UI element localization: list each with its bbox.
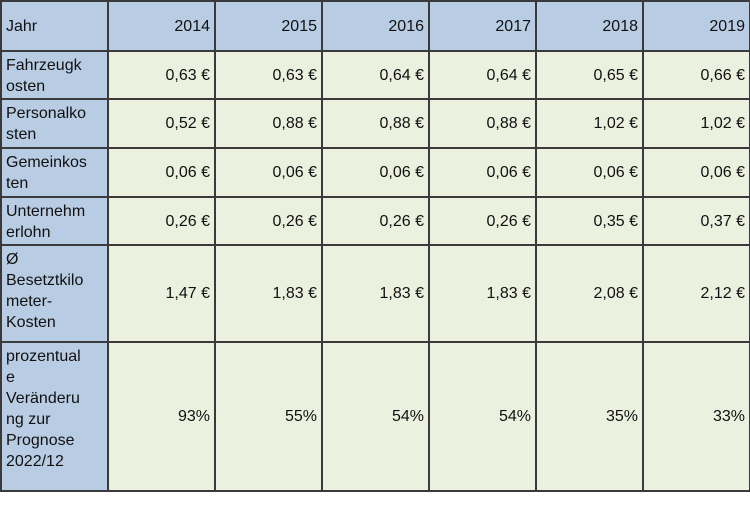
cell: 1,47 €	[107, 244, 216, 343]
cell: 54%	[321, 341, 430, 492]
row-label: prozentual e Veränderu ng zur Prognose 2…	[0, 341, 109, 492]
cell: 2016	[321, 0, 430, 52]
cell: 0,88 €	[214, 98, 323, 149]
cell: 0,26 €	[321, 196, 430, 246]
row-label: Gemeinkos ten	[0, 147, 109, 198]
cell: 0,88 €	[321, 98, 430, 149]
cell: 55%	[214, 341, 323, 492]
cell: 0,64 €	[321, 50, 430, 100]
cell: 2,08 €	[535, 244, 644, 343]
row-label: Jahr	[0, 0, 109, 52]
table-row: Fahrzeugk osten 0,63 €0,63 €0,64 €0,64 €0…	[0, 50, 750, 100]
cell: 1,83 €	[321, 244, 430, 343]
cell: 1,83 €	[428, 244, 537, 343]
cell: 0,66 €	[642, 50, 750, 100]
cell: 0,26 €	[214, 196, 323, 246]
cell: 2015	[214, 0, 323, 52]
cell: 1,02 €	[535, 98, 644, 149]
cell: 0,88 €	[428, 98, 537, 149]
cell: 0,06 €	[428, 147, 537, 198]
cell: 0,06 €	[321, 147, 430, 198]
row-label: Personalko sten	[0, 98, 109, 149]
cell: 0,06 €	[214, 147, 323, 198]
table-row: prozentual e Veränderu ng zur Prognose 2…	[0, 341, 750, 492]
table-row: Gemeinkos ten 0,06 €0,06 €0,06 €0,06 €0,0…	[0, 147, 750, 198]
cell: 0,64 €	[428, 50, 537, 100]
cell: 2018	[535, 0, 644, 52]
cell: 0,63 €	[214, 50, 323, 100]
cell: 35%	[535, 341, 644, 492]
row-label: Fahrzeugk osten	[0, 50, 109, 100]
row-label: Unternehm erlohn	[0, 196, 109, 246]
cell: 54%	[428, 341, 537, 492]
cell: 0,26 €	[107, 196, 216, 246]
cell: 0,37 €	[642, 196, 750, 246]
cell: 2019	[642, 0, 750, 52]
cell: 0,65 €	[535, 50, 644, 100]
cell: 93%	[107, 341, 216, 492]
cell: 2014	[107, 0, 216, 52]
cell: 0,63 €	[107, 50, 216, 100]
cell: 0,06 €	[535, 147, 644, 198]
cell: 2017	[428, 0, 537, 52]
cell: 0,26 €	[428, 196, 537, 246]
row-label: Ø Besetztkilo meter- Kosten	[0, 244, 109, 343]
cell: 1,02 €	[642, 98, 750, 149]
cost-table: Jahr 2014 2015 2016 2017 2018 2019 Fahrzeugk os…	[0, 0, 750, 492]
cell: 0,06 €	[642, 147, 750, 198]
cell: 0,06 €	[107, 147, 216, 198]
cell: 33%	[642, 341, 750, 492]
cell: 0,35 €	[535, 196, 644, 246]
table-row: Ø Besetztkilo meter- Kosten 1,47 €1,83 €1…	[0, 244, 750, 343]
table-row: Jahr 2014 2015 2016 2017 2018 2019	[0, 0, 750, 52]
cell: 2,12 €	[642, 244, 750, 343]
cell: 1,83 €	[214, 244, 323, 343]
cell: 0,52 €	[107, 98, 216, 149]
table-row: Personalko sten 0,52 €0,88 €0,88 €0,88 €1…	[0, 98, 750, 149]
table-row: Unternehm erlohn 0,26 €0,26 €0,26 €0,26 €…	[0, 196, 750, 246]
